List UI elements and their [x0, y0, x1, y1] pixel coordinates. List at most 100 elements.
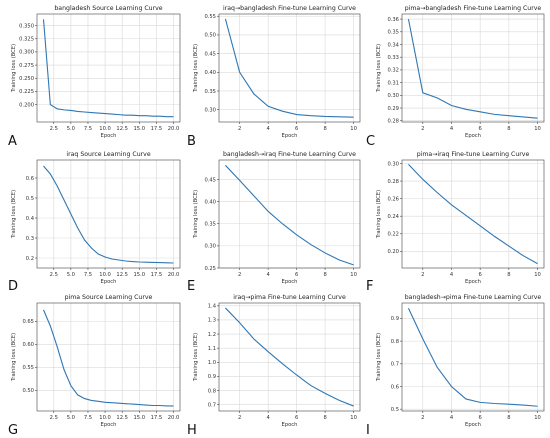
y-tick-label: 0.31 — [387, 80, 399, 86]
y-tick-label: 0.275 — [19, 63, 34, 69]
x-tick-label: 4 — [450, 126, 454, 132]
plot-frame — [218, 159, 361, 269]
chart-title: pima→bangladesh Fine-tune Learning Curve — [405, 5, 542, 12]
x-tick-label: 8 — [323, 415, 326, 421]
x-tick-label: 5.0 — [67, 272, 75, 278]
y-tick-label: 0.55 — [204, 14, 216, 20]
x-tick-label: 12.5 — [116, 126, 128, 132]
panel-letter: F — [366, 279, 373, 294]
panel-f: 2 4 6 8 10 0.20 0.22 0.24 0.26 0.28 0.30 pima→iraq … — [366, 151, 545, 294]
loss-line — [43, 165, 174, 264]
loss-line — [42, 19, 174, 118]
x-tick-label: 8 — [507, 272, 510, 278]
x-tick-label: 7.5 — [84, 415, 92, 421]
plot-frame — [401, 159, 545, 269]
y-tick-label: 0.6 — [391, 384, 399, 390]
x-tick-label: 10.0 — [99, 272, 111, 278]
loss-line — [407, 307, 538, 407]
y-axis-label: Training loss (BCE) — [193, 333, 199, 382]
x-tick-label: 20.0 — [168, 415, 180, 421]
x-tick-label: 10 — [350, 126, 357, 132]
y-tick-label: 0.40 — [204, 70, 216, 76]
y-axis-label: Training loss (BCE) — [11, 44, 17, 93]
x-tick-label: 4 — [450, 272, 454, 278]
x-tick-label: 5.0 — [67, 415, 75, 421]
y-tick-label: 0.30 — [204, 107, 216, 113]
x-tick-label: 8 — [507, 126, 510, 132]
y-tick-label: 0.8 — [208, 388, 216, 394]
x-tick-label: 7.5 — [84, 272, 92, 278]
y-tick-label: 0.35 — [387, 30, 399, 36]
panel-i: 2 4 6 8 10 0.5 0.6 0.7 0.8 0.9 bangladesh→pima Fin… — [366, 294, 545, 438]
y-tick-label: 0.9 — [208, 374, 216, 380]
y-tick-label: 1.3 — [208, 318, 216, 324]
y-tick-label: 0.2 — [26, 256, 34, 262]
x-axis-label: Epoch — [465, 279, 481, 285]
y-tick-label: 0.20 — [387, 249, 399, 255]
y-tick-label: 0.30 — [387, 93, 399, 99]
plot-frame — [218, 302, 361, 412]
y-tick-label: 0.200 — [19, 102, 34, 108]
x-axis-label: Epoch — [465, 133, 481, 139]
x-tick-label: 4 — [450, 415, 454, 421]
y-tick-label: 0.25 — [204, 266, 216, 272]
x-tick-label: 4 — [266, 272, 270, 278]
plot-frame — [36, 159, 181, 269]
plot-frame — [218, 13, 361, 123]
y-axis-label: Training loss (BCE) — [11, 190, 17, 239]
y-tick-label: 1.0 — [208, 360, 216, 366]
y-tick-label: 0.250 — [19, 76, 34, 82]
x-tick-label: 12.5 — [116, 272, 128, 278]
panel-c: 2 4 6 8 10 0.28 0.29 0.30 0.31 0.32 0.33 0.34 0.35 0.… — [366, 5, 545, 149]
chart-title: iraq Source Learning Curve — [66, 151, 150, 158]
y-tick-label: 0.50 — [22, 388, 34, 394]
chart-title: iraq→pima Fine-tune Learning Curve — [233, 294, 346, 301]
y-tick-label: 0.30 — [387, 161, 399, 167]
x-tick-label: 6 — [295, 415, 298, 421]
y-axis-label: Training loss (BCE) — [376, 333, 382, 382]
x-axis-label: Epoch — [282, 133, 298, 139]
y-tick-label: 0.7 — [391, 362, 399, 368]
x-tick-label: 20.0 — [168, 126, 180, 132]
x-tick-label: 10.0 — [99, 126, 111, 132]
y-tick-label: 0.34 — [387, 42, 399, 48]
x-tick-label: 6 — [479, 126, 482, 132]
y-tick-label: 0.55 — [22, 365, 34, 371]
y-tick-label: 0.7 — [208, 402, 216, 408]
y-tick-label: 0.300 — [19, 50, 34, 56]
x-tick-label: 8 — [323, 126, 326, 132]
y-tick-label: 0.225 — [19, 89, 34, 95]
y-tick-label: 0.5 — [26, 196, 34, 202]
x-tick-label: 8 — [507, 415, 510, 421]
y-tick-label: 0.22 — [387, 232, 399, 238]
x-tick-label: 2.5 — [50, 272, 58, 278]
x-tick-label: 2.5 — [50, 126, 58, 132]
loss-line — [225, 307, 354, 407]
x-tick-label: 10 — [350, 415, 357, 421]
x-tick-label: 20.0 — [168, 272, 180, 278]
x-axis-label: Epoch — [282, 279, 298, 285]
y-tick-label: 1.4 — [208, 304, 217, 310]
y-tick-label: 0.26 — [387, 196, 399, 202]
x-tick-label: 2 — [421, 272, 424, 278]
plot-frame — [401, 13, 545, 123]
x-axis-label: Epoch — [465, 422, 481, 428]
x-tick-label: 10 — [534, 126, 541, 132]
y-tick-label: 0.35 — [204, 89, 216, 95]
y-tick-label: 0.28 — [387, 179, 399, 185]
panel-letter: C — [366, 134, 375, 149]
y-axis-label: Training loss (BCE) — [376, 44, 382, 93]
x-tick-label: 2 — [421, 126, 424, 132]
chart-title: pima→iraq Fine-tune Learning Curve — [417, 151, 530, 158]
panel-g: 2.5 5.0 7.5 10.0 12.5 15.0 17.5 20.0 0.50 0.55 0.6… — [8, 294, 181, 438]
loss-line — [225, 164, 354, 266]
y-tick-label: 0.29 — [387, 106, 399, 112]
loss-line — [407, 18, 538, 119]
x-tick-label: 12.5 — [116, 415, 128, 421]
y-tick-label: 0.350 — [19, 23, 34, 29]
chart-title: pima Source Learning Curve — [65, 294, 153, 301]
y-tick-label: 1.2 — [208, 332, 216, 338]
y-tick-label: 0.24 — [387, 214, 399, 220]
panel-letter: I — [366, 423, 370, 438]
